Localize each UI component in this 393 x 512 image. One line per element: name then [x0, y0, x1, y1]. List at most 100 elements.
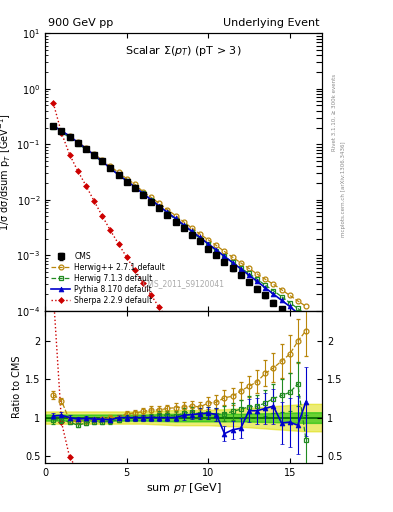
Sherpa 2.2.9 default [67, 152, 72, 158]
Sherpa 2.2.9 default [108, 227, 113, 233]
Herwig 7.1.3 default [108, 165, 113, 172]
Sherpa 2.2.9 default [198, 362, 202, 369]
Sherpa 2.2.9 default [304, 502, 309, 508]
Herwig++ 2.7.1 default [239, 260, 243, 266]
Sherpa 2.2.9 default [296, 492, 300, 498]
Pythia 8.170 default [141, 190, 145, 197]
Sherpa 2.2.9 default [222, 396, 227, 402]
Pythia 8.170 default [198, 234, 202, 241]
Herwig++ 2.7.1 default [67, 133, 72, 139]
Pythia 8.170 default [51, 123, 56, 129]
Herwig 7.1.3 default [182, 223, 186, 229]
Pythia 8.170 default [100, 158, 105, 164]
Sherpa 2.2.9 default [287, 481, 292, 487]
Herwig++ 2.7.1 default [51, 123, 56, 129]
Herwig 7.1.3 default [92, 153, 96, 159]
Herwig 7.1.3 default [173, 217, 178, 223]
Herwig++ 2.7.1 default [304, 303, 309, 309]
Sherpa 2.2.9 default [132, 267, 137, 273]
Herwig 7.1.3 default [263, 282, 268, 288]
Sherpa 2.2.9 default [92, 198, 96, 204]
Herwig++ 2.7.1 default [198, 231, 202, 237]
Pythia 8.170 default [157, 203, 162, 209]
Herwig 7.1.3 default [214, 248, 219, 254]
Herwig++ 2.7.1 default [246, 265, 251, 271]
Sherpa 2.2.9 default [149, 292, 154, 298]
Sherpa 2.2.9 default [157, 304, 162, 310]
Herwig 7.1.3 default [189, 229, 194, 236]
Herwig 7.1.3 default [100, 159, 105, 165]
Pythia 8.170 default [279, 297, 284, 303]
Pythia 8.170 default [182, 222, 186, 228]
Herwig 7.1.3 default [149, 197, 154, 203]
Pythia 8.170 default [92, 152, 96, 158]
Sherpa 2.2.9 default [263, 450, 268, 456]
Herwig 7.1.3 default [206, 241, 211, 247]
Herwig++ 2.7.1 default [296, 298, 300, 304]
Herwig 7.1.3 default [271, 288, 276, 294]
Pythia 8.170 default [75, 139, 80, 145]
Pythia 8.170 default [116, 172, 121, 178]
Herwig++ 2.7.1 default [108, 163, 113, 169]
Herwig 7.1.3 default [165, 210, 170, 216]
Pythia 8.170 default [124, 178, 129, 184]
Pythia 8.170 default [296, 310, 300, 316]
Herwig++ 2.7.1 default [92, 151, 96, 157]
Sherpa 2.2.9 default [59, 130, 64, 136]
Pythia 8.170 default [263, 285, 268, 291]
Herwig 7.1.3 default [222, 253, 227, 260]
Herwig++ 2.7.1 default [165, 207, 170, 213]
Sherpa 2.2.9 default [189, 351, 194, 357]
Herwig++ 2.7.1 default [100, 157, 105, 163]
Herwig++ 2.7.1 default [255, 271, 259, 277]
Text: Rivet 3.1.10, ≥ 300k events: Rivet 3.1.10, ≥ 300k events [332, 74, 337, 151]
Pythia 8.170 default [239, 266, 243, 272]
Herwig 7.1.3 default [239, 265, 243, 271]
Herwig++ 2.7.1 default [149, 195, 154, 201]
Sherpa 2.2.9 default [239, 418, 243, 424]
Herwig++ 2.7.1 default [84, 145, 88, 151]
Pythia 8.170 default [173, 216, 178, 222]
Herwig 7.1.3 default [304, 312, 309, 318]
Sherpa 2.2.9 default [271, 461, 276, 467]
Herwig++ 2.7.1 default [189, 225, 194, 231]
Sherpa 2.2.9 default [141, 280, 145, 286]
Pythia 8.170 default [214, 247, 219, 253]
Herwig++ 2.7.1 default [279, 287, 284, 293]
Line: Herwig 7.1.3 default: Herwig 7.1.3 default [51, 124, 309, 317]
Pythia 8.170 default [271, 291, 276, 297]
Pythia 8.170 default [59, 127, 64, 134]
Herwig++ 2.7.1 default [173, 212, 178, 219]
Sherpa 2.2.9 default [84, 182, 88, 188]
Sherpa 2.2.9 default [230, 408, 235, 414]
Pythia 8.170 default [84, 145, 88, 152]
Pythia 8.170 default [255, 278, 259, 284]
Herwig++ 2.7.1 default [287, 292, 292, 298]
Herwig++ 2.7.1 default [230, 254, 235, 260]
Herwig++ 2.7.1 default [271, 281, 276, 287]
Pythia 8.170 default [132, 184, 137, 190]
Pythia 8.170 default [165, 209, 170, 216]
Pythia 8.170 default [230, 260, 235, 266]
Herwig 7.1.3 default [157, 204, 162, 210]
Sherpa 2.2.9 default [214, 385, 219, 391]
Herwig 7.1.3 default [255, 276, 259, 282]
Herwig 7.1.3 default [287, 300, 292, 306]
Pythia 8.170 default [287, 303, 292, 309]
Herwig++ 2.7.1 default [132, 181, 137, 187]
Herwig 7.1.3 default [116, 172, 121, 178]
Sherpa 2.2.9 default [173, 328, 178, 334]
Herwig++ 2.7.1 default [182, 219, 186, 225]
Sherpa 2.2.9 default [75, 168, 80, 174]
Pythia 8.170 default [246, 272, 251, 278]
Herwig++ 2.7.1 default [141, 188, 145, 195]
Herwig 7.1.3 default [51, 124, 56, 130]
Sherpa 2.2.9 default [255, 440, 259, 446]
Sherpa 2.2.9 default [206, 374, 211, 380]
Herwig 7.1.3 default [84, 146, 88, 153]
Herwig 7.1.3 default [132, 184, 137, 190]
Herwig++ 2.7.1 default [157, 200, 162, 206]
Sherpa 2.2.9 default [51, 100, 56, 106]
Herwig++ 2.7.1 default [214, 242, 219, 248]
Pythia 8.170 default [108, 165, 113, 172]
